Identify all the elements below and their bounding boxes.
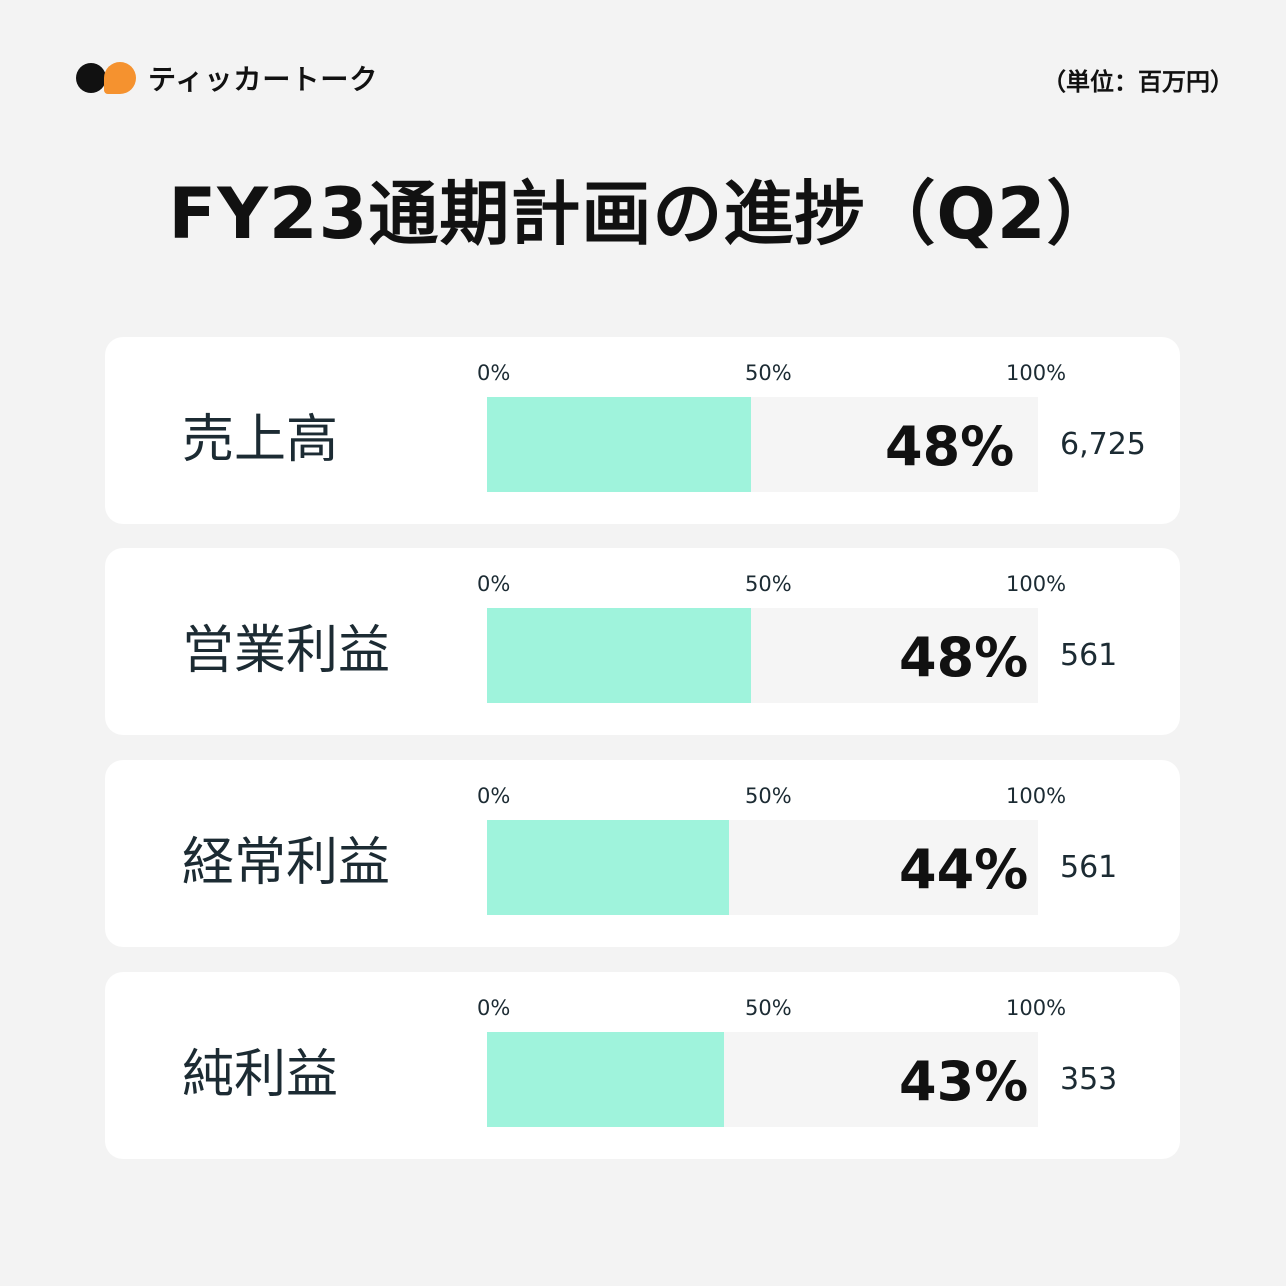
bar-track	[487, 397, 1038, 492]
metric-card: 営業利益 0% 50% 100% 48% 561	[105, 548, 1180, 735]
logo-dot-black	[76, 63, 106, 93]
logo-dot-orange	[104, 62, 136, 94]
axis-tick-label: 100%	[1006, 784, 1067, 808]
axis-tick-label: 50%	[745, 361, 792, 385]
axis-tick-label: 100%	[1006, 996, 1067, 1020]
bar-track	[487, 608, 1038, 703]
brand-logo: ティッカートーク	[76, 58, 378, 98]
unit-label: （単位：百万円）	[1042, 68, 1234, 96]
axis-tick-label: 50%	[745, 572, 792, 596]
bar-track	[487, 820, 1038, 915]
axis-tick-label: 50%	[745, 784, 792, 808]
page-title: FY23通期計画の進捗（Q2）	[168, 173, 1118, 255]
axis-tick-label: 0%	[477, 572, 511, 596]
axis-tick-label: 100%	[1006, 361, 1067, 385]
metric-card: 純利益 0% 50% 100% 43% 353	[105, 972, 1180, 1159]
amount-label: 561	[1060, 850, 1118, 885]
percent-label: 43%	[899, 1050, 1029, 1113]
bar-fill	[487, 820, 729, 915]
amount-label: 6,725	[1060, 427, 1146, 462]
percent-label: 48%	[885, 415, 1015, 478]
brand-name: ティッカートーク	[148, 63, 379, 96]
axis-tick-label: 50%	[745, 996, 792, 1020]
bar-track	[487, 1032, 1038, 1127]
logo-icon	[76, 58, 136, 98]
bar-fill	[487, 397, 751, 492]
metric-label: 純利益	[182, 1045, 339, 1105]
percent-label: 48%	[899, 626, 1029, 689]
metric-card: 経常利益 0% 50% 100% 44% 561	[105, 760, 1180, 947]
axis-tick-label: 100%	[1006, 572, 1067, 596]
metric-label: 経常利益	[182, 833, 391, 893]
amount-label: 561	[1060, 638, 1118, 673]
metric-card: 売上高 0% 50% 100% 48% 6,725	[105, 337, 1180, 524]
bar-fill	[487, 1032, 724, 1127]
amount-label: 353	[1060, 1062, 1118, 1097]
axis-tick-label: 0%	[477, 996, 511, 1020]
metric-label: 営業利益	[182, 621, 391, 681]
axis-tick-label: 0%	[477, 361, 511, 385]
axis-tick-label: 0%	[477, 784, 511, 808]
percent-label: 44%	[899, 838, 1029, 901]
metric-label: 売上高	[182, 410, 339, 470]
bar-fill	[487, 608, 751, 703]
